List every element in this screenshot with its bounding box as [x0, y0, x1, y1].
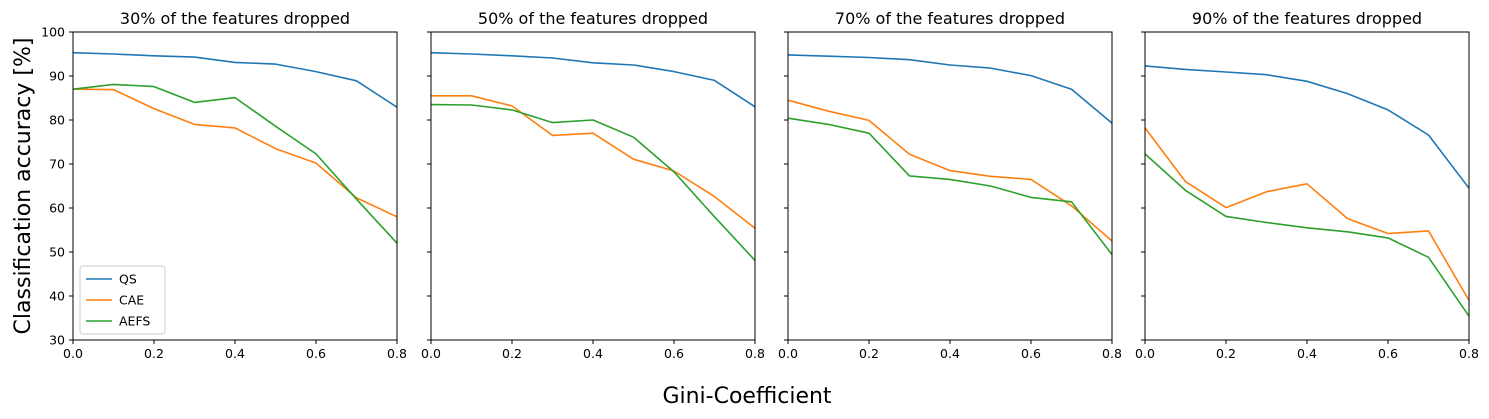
y-tick-label: 30: [49, 333, 65, 348]
legend-label-qs: QS: [119, 272, 137, 287]
x-tick-label: 0.0: [63, 346, 83, 361]
legend: QS CAE AEFS: [79, 265, 166, 335]
series-line-qs: [1144, 65, 1470, 189]
x-axis-label: Gini-Coefficient: [662, 384, 831, 409]
x-tick-label: 0.8: [1459, 346, 1479, 361]
x-tick-label: 0.2: [502, 346, 522, 361]
series-line-qs: [430, 51, 756, 108]
x-tick-label: 0.2: [1216, 346, 1236, 361]
series-line-aefs: [1144, 153, 1470, 317]
x-tick-label: 0.6: [1378, 346, 1398, 361]
panels: 30% of the features dropped 0.0 0.2 0.4 0.6 0…: [41, 9, 1479, 361]
plot-frame: [1144, 31, 1470, 341]
series-line-cae: [72, 88, 398, 218]
x-tick-label: 0.0: [778, 346, 798, 361]
y-tick-label: 60: [49, 201, 65, 216]
y-tick-label: 100: [41, 25, 65, 40]
x-tick-label: 0.6: [664, 346, 684, 361]
y-tick-label: 40: [49, 289, 65, 304]
chart-panel-2: 50% of the features dropped 0.0 0.2 0.4 0.6 0…: [421, 9, 765, 361]
x-tick-label: 0.8: [745, 346, 765, 361]
series-line-aefs: [72, 83, 398, 244]
series-line-cae: [431, 95, 756, 229]
x-tick-label: 0.8: [1102, 346, 1122, 361]
x-tick-label: 0.0: [421, 346, 441, 361]
x-tick-label: 0.4: [1297, 346, 1317, 361]
chart-panel-4: 90% of the features dropped 0.0 0.2 0.4 0.6 0…: [1135, 9, 1479, 361]
plot-frame: [787, 31, 1113, 341]
x-tick-label: 0.6: [1021, 346, 1041, 361]
y-tick-label: 70: [49, 157, 65, 172]
series-line-aefs: [430, 103, 756, 261]
x-tick-label: 0.4: [940, 346, 960, 361]
series-line-aefs: [787, 117, 1113, 256]
x-tick-label: 0.2: [144, 346, 164, 361]
x-tick-label: 0.4: [225, 346, 245, 361]
x-tick-label: 0.2: [859, 346, 879, 361]
chart-panel-3: 70% of the features dropped 0.0 0.2 0.4 0.6 0…: [778, 9, 1122, 361]
y-tick-label: 50: [49, 245, 65, 260]
plot-frame: [72, 31, 398, 341]
chart-title: 30% of the features dropped: [120, 9, 350, 28]
series-line-qs: [787, 54, 1113, 124]
y-tick-label: 90: [49, 69, 65, 84]
x-tick-label: 0.4: [583, 346, 603, 361]
y-tick-label: 80: [49, 113, 65, 128]
legend-box: [79, 265, 166, 335]
chart-title: 50% of the features dropped: [478, 9, 708, 28]
series-line-qs: [72, 51, 398, 108]
x-tick-label: 0.0: [1135, 346, 1155, 361]
series-line-cae: [1144, 127, 1470, 301]
chart-title: 70% of the features dropped: [835, 9, 1065, 28]
series-line-cae: [787, 99, 1113, 242]
legend-label-aefs: AEFS: [119, 314, 150, 329]
x-tick-label: 0.8: [387, 346, 407, 361]
x-tick-label: 0.6: [306, 346, 326, 361]
chart-panel-1: 30% of the features dropped 0.0 0.2 0.4 0.6 0…: [41, 9, 407, 361]
chart-title: 90% of the features dropped: [1192, 9, 1422, 28]
y-axis-label: Classification accuracy [%]: [11, 38, 36, 335]
plot-frame: [430, 31, 756, 341]
legend-label-cae: CAE: [119, 293, 144, 308]
